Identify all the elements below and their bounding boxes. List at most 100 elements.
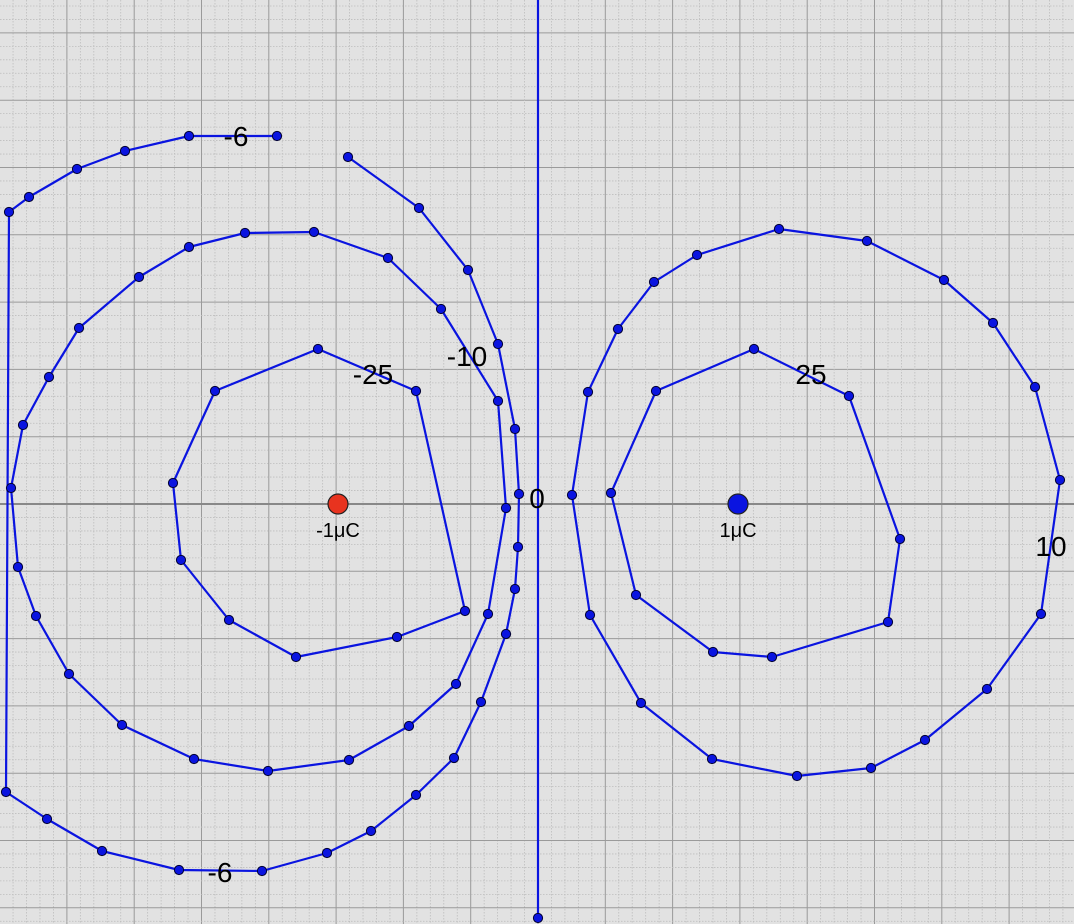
data-point xyxy=(116,719,128,731)
data-point xyxy=(475,696,487,708)
charges: -1μC 1μC xyxy=(316,493,757,542)
data-point xyxy=(1029,381,1041,393)
data-point xyxy=(865,762,877,774)
data-point xyxy=(748,343,760,355)
data-point xyxy=(239,227,251,239)
data-point xyxy=(271,130,283,142)
data-point xyxy=(500,628,512,640)
data-point xyxy=(391,631,403,643)
data-point xyxy=(173,864,185,876)
data-point xyxy=(492,395,504,407)
data-point xyxy=(584,609,596,621)
data-point xyxy=(290,651,302,663)
data-point xyxy=(23,191,35,203)
data-point xyxy=(462,264,474,276)
data-point xyxy=(17,419,29,431)
data-point xyxy=(582,386,594,398)
data-point xyxy=(791,770,803,782)
data-point xyxy=(938,274,950,286)
data-point xyxy=(73,322,85,334)
data-point xyxy=(223,614,235,626)
data-point xyxy=(183,241,195,253)
data-point xyxy=(403,720,415,732)
data-point xyxy=(605,487,617,499)
data-point xyxy=(766,651,778,663)
data-point xyxy=(63,668,75,680)
contour-label: -6 xyxy=(224,121,249,152)
data-point xyxy=(894,533,906,545)
data-point xyxy=(635,697,647,709)
data-point xyxy=(482,608,494,620)
data-point xyxy=(843,390,855,402)
data-point xyxy=(500,502,512,514)
data-point xyxy=(861,235,873,247)
data-point xyxy=(1035,608,1047,620)
data-point xyxy=(312,343,324,355)
data-point xyxy=(410,385,422,397)
contour-label: 0 xyxy=(529,483,545,514)
data-point xyxy=(492,338,504,350)
data-point xyxy=(3,206,15,218)
data-point xyxy=(209,385,221,397)
data-point xyxy=(262,765,274,777)
data-point xyxy=(410,789,422,801)
data-point xyxy=(987,317,999,329)
data-point xyxy=(650,385,662,397)
data-point xyxy=(43,371,55,383)
data-point xyxy=(459,605,471,617)
data-point xyxy=(773,223,785,235)
data-point xyxy=(343,754,355,766)
data-point xyxy=(167,477,179,489)
data-point xyxy=(188,753,200,765)
data-point xyxy=(882,616,894,628)
data-point xyxy=(448,752,460,764)
contour-label: 10 xyxy=(1035,531,1066,562)
data-point xyxy=(691,249,703,261)
equipotential-line-5 xyxy=(609,347,902,659)
data-point xyxy=(133,271,145,283)
positive-charge-label: 1μC xyxy=(719,520,756,542)
data-point xyxy=(566,489,578,501)
data-point xyxy=(41,813,53,825)
data-point xyxy=(1054,474,1066,486)
data-point xyxy=(321,847,333,859)
negative-charge-label: -1μC xyxy=(316,520,360,542)
data-point xyxy=(5,482,17,494)
contour-label: -10 xyxy=(447,341,487,372)
data-point xyxy=(612,323,624,335)
data-point xyxy=(382,252,394,264)
data-point xyxy=(365,825,377,837)
equipotential-line-6 xyxy=(570,227,1062,778)
data-point xyxy=(308,226,320,238)
equipotential-line-2 xyxy=(171,347,467,659)
data-point xyxy=(532,912,544,924)
data-point xyxy=(513,488,525,500)
data-point xyxy=(919,734,931,746)
data-points xyxy=(0,130,1066,924)
data-point xyxy=(30,610,42,622)
contour-label: -25 xyxy=(353,359,393,390)
data-point xyxy=(630,589,642,601)
contour-label: 25 xyxy=(795,359,826,390)
data-point xyxy=(183,130,195,142)
negative-charge[interactable] xyxy=(327,493,349,515)
positive-charge[interactable] xyxy=(727,493,749,515)
data-point xyxy=(96,845,108,857)
data-point xyxy=(256,865,268,877)
data-point xyxy=(413,202,425,214)
data-point xyxy=(648,276,660,288)
data-point xyxy=(981,683,993,695)
contour-labels: -6 -6 -25 -10 0 25 10 xyxy=(208,121,1067,888)
data-point xyxy=(509,423,521,435)
data-point xyxy=(12,561,24,573)
data-point xyxy=(71,163,83,175)
data-point xyxy=(0,786,12,798)
data-point xyxy=(707,646,719,658)
data-point xyxy=(342,151,354,163)
data-point xyxy=(175,554,187,566)
data-point xyxy=(706,753,718,765)
data-point xyxy=(435,303,447,315)
data-point xyxy=(450,678,462,690)
